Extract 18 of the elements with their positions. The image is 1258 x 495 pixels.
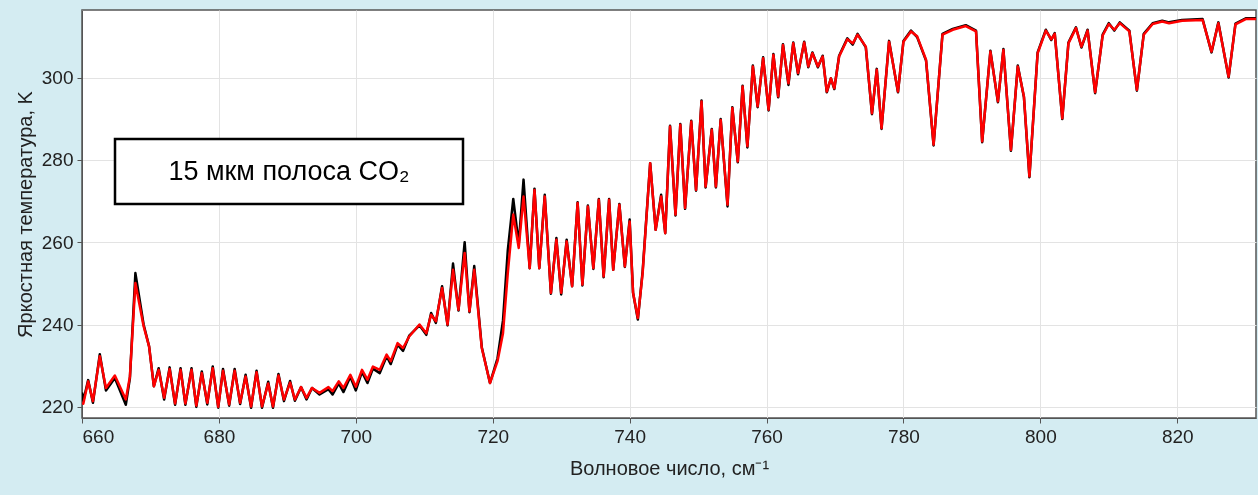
x-tick-label: 780	[888, 425, 920, 447]
x-tick-label: 680	[203, 425, 236, 447]
y-tick-label: 280	[41, 149, 74, 171]
y-tick-label: 300	[41, 67, 74, 89]
x-tick-label: 820	[1161, 425, 1194, 447]
line-series	[82, 16, 1256, 409]
x-tick-label: 740	[614, 425, 646, 447]
y-tick-label: 240	[41, 314, 74, 336]
x-tick-label: 760	[751, 425, 783, 447]
x-tick-label: 800	[1025, 425, 1057, 447]
x-tick-label: 660	[82, 425, 115, 447]
x-tick-label: 720	[477, 425, 510, 447]
y-tick-label: 220	[41, 396, 74, 418]
x-axis-title: Волновое число, см⁻¹	[569, 456, 770, 479]
y-axis-title: Яркостная температура, K	[13, 90, 36, 338]
y-tick-label: 260	[41, 231, 74, 253]
x-tick-label: 700	[340, 425, 373, 447]
annotation: 15 мкм полоса CO₂	[168, 156, 410, 186]
